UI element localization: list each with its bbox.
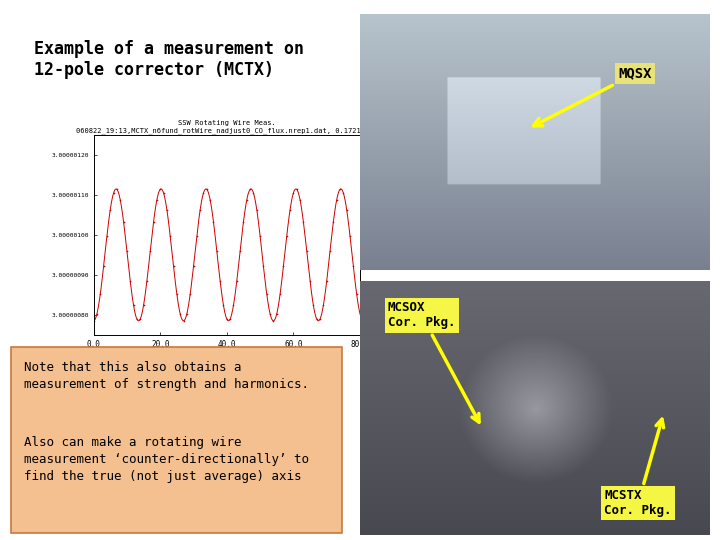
Text: MQSX: MQSX [534, 66, 652, 126]
X-axis label: Sample number: Sample number [194, 354, 259, 363]
Text: Note that this also obtains a
measurement of strength and harmonics.: Note that this also obtains a measuremen… [24, 361, 309, 391]
Text: MCSTX
Cor. Pkg.: MCSTX Cor. Pkg. [605, 419, 672, 517]
Title: SSW Rotating Wire Meas.
060822_19:13,MCTX_n6fund_rotWire_nadjust0_CO_flux.nrep1.: SSW Rotating Wire Meas. 060822_19:13,MCT… [76, 120, 378, 134]
Text: MCSOX
Cor. Pkg.: MCSOX Cor. Pkg. [388, 301, 479, 422]
Text: Also can make a rotating wire
measurement ‘counter-directionally’ to
find the tr: Also can make a rotating wire measuremen… [24, 436, 309, 483]
FancyBboxPatch shape [11, 348, 342, 532]
Text: Example of a measurement on
12-pole corrector (MCTX): Example of a measurement on 12-pole corr… [35, 40, 305, 79]
